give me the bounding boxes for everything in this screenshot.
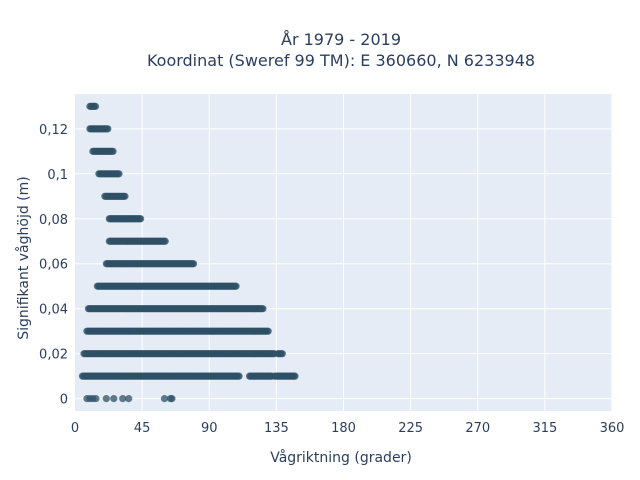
x-tick-label: 270	[465, 421, 490, 436]
scatter-point	[125, 395, 133, 403]
chart-title-line1: År 1979 - 2019	[281, 30, 401, 49]
y-tick-label: 0,06	[39, 258, 68, 273]
scatter-point	[161, 237, 169, 245]
scatter-point	[189, 260, 198, 268]
scatter-point	[115, 170, 123, 178]
y-tick-label: 0,12	[39, 123, 68, 138]
scatter-point	[264, 327, 272, 335]
scatter-point	[232, 282, 240, 290]
scatter-point	[91, 102, 100, 110]
scatter-point	[109, 147, 117, 155]
y-axis-title: Signifikant våghöjd (m)	[15, 176, 32, 339]
scatter-point	[110, 395, 118, 403]
scatter-point	[168, 395, 176, 403]
data-points	[78, 102, 299, 403]
scatter-point	[278, 350, 286, 358]
scatter-point	[119, 395, 127, 403]
x-tick-label: 135	[264, 421, 289, 436]
x-tick-label: 360	[600, 421, 625, 436]
scatter-point	[137, 215, 145, 223]
x-axis-ticks: 0 45 90 135 180 225 270 315 360	[71, 421, 625, 436]
y-tick-label: 0,08	[39, 213, 68, 228]
x-tick-label: 225	[398, 421, 423, 436]
x-tick-label: 315	[532, 421, 557, 436]
scatter-point	[259, 305, 267, 313]
scatter-point	[102, 395, 110, 403]
scatter-point	[235, 372, 243, 380]
x-tick-label: 0	[71, 421, 79, 436]
scatter-point	[291, 372, 299, 380]
scatter-point	[160, 395, 169, 403]
y-tick-label: 0,04	[39, 303, 68, 318]
chart-title-line2: Koordinat (Sweref 99 TM): E 360660, N 62…	[147, 51, 535, 70]
y-tick-label: 0,02	[39, 348, 68, 363]
y-tick-label: 0,1	[47, 168, 68, 183]
scatter-point	[121, 192, 129, 200]
scatter-point	[92, 395, 100, 403]
y-tick-label: 0	[60, 393, 68, 408]
x-tick-label: 45	[134, 421, 151, 436]
x-axis-title: Vågriktning (grader)	[270, 449, 412, 466]
x-tick-label: 180	[331, 421, 356, 436]
x-tick-label: 90	[201, 421, 218, 436]
y-axis-ticks: 0 0,02 0,04 0,06 0,08 0,1 0,12	[39, 123, 68, 408]
scatter-point	[104, 125, 112, 133]
